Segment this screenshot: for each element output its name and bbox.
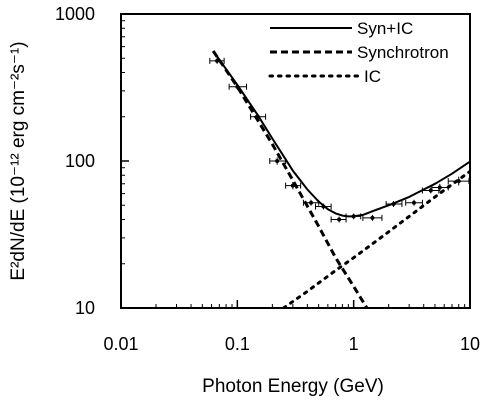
legend: Syn+IC Synchrotron IC <box>268 19 449 86</box>
series-group <box>211 50 470 308</box>
data-point <box>330 216 347 223</box>
x-tick-label: 1 <box>349 334 359 354</box>
data-point <box>447 176 470 186</box>
data-point <box>285 181 302 190</box>
data-point <box>315 203 332 210</box>
data-point <box>405 199 423 206</box>
legend-synchrotron-label: Synchrotron <box>357 43 449 62</box>
data-marker <box>321 204 326 209</box>
series-synchrotron-line <box>211 50 369 308</box>
data-point <box>228 83 248 90</box>
data-marker <box>391 201 396 206</box>
data-marker <box>370 215 375 220</box>
y-tick-label: 1000 <box>55 4 95 24</box>
y-axis-title: E²dN/dE (10⁻¹² erg cm⁻²s⁻¹) <box>8 41 29 280</box>
data-point <box>385 200 403 207</box>
data-point <box>269 157 287 165</box>
data-marker <box>215 58 220 63</box>
data-point <box>431 183 449 192</box>
data-marker <box>255 114 260 119</box>
data-marker <box>275 159 280 163</box>
legend-syn-ic-label: Syn+IC <box>357 19 413 38</box>
legend-ic-label: IC <box>364 67 381 86</box>
data-point <box>250 113 267 120</box>
x-axis-title: Photon Energy (GeV) <box>202 376 384 397</box>
data-points-group <box>209 57 470 223</box>
y-tick-label: 100 <box>65 151 95 171</box>
axes: 0.01 0.1 1 10 10 100 1000 <box>55 4 480 354</box>
data-marker <box>411 200 416 205</box>
data-point <box>362 214 383 221</box>
data-marker <box>337 217 342 222</box>
series-ic-line <box>282 169 470 308</box>
y-tick-label: 10 <box>75 298 95 318</box>
data-marker <box>290 183 295 188</box>
data-marker <box>235 84 240 89</box>
data-marker <box>351 214 356 219</box>
x-tick-label: 10 <box>460 334 480 354</box>
data-point <box>209 57 225 64</box>
x-tick-label: 0.01 <box>103 334 138 354</box>
data-point <box>345 213 362 220</box>
data-point <box>302 199 320 206</box>
x-tick-label: 0.1 <box>225 334 250 354</box>
series-syn-ic-line <box>212 50 470 218</box>
data-marker <box>456 179 461 184</box>
data-marker <box>309 200 314 205</box>
data-marker <box>437 185 442 190</box>
